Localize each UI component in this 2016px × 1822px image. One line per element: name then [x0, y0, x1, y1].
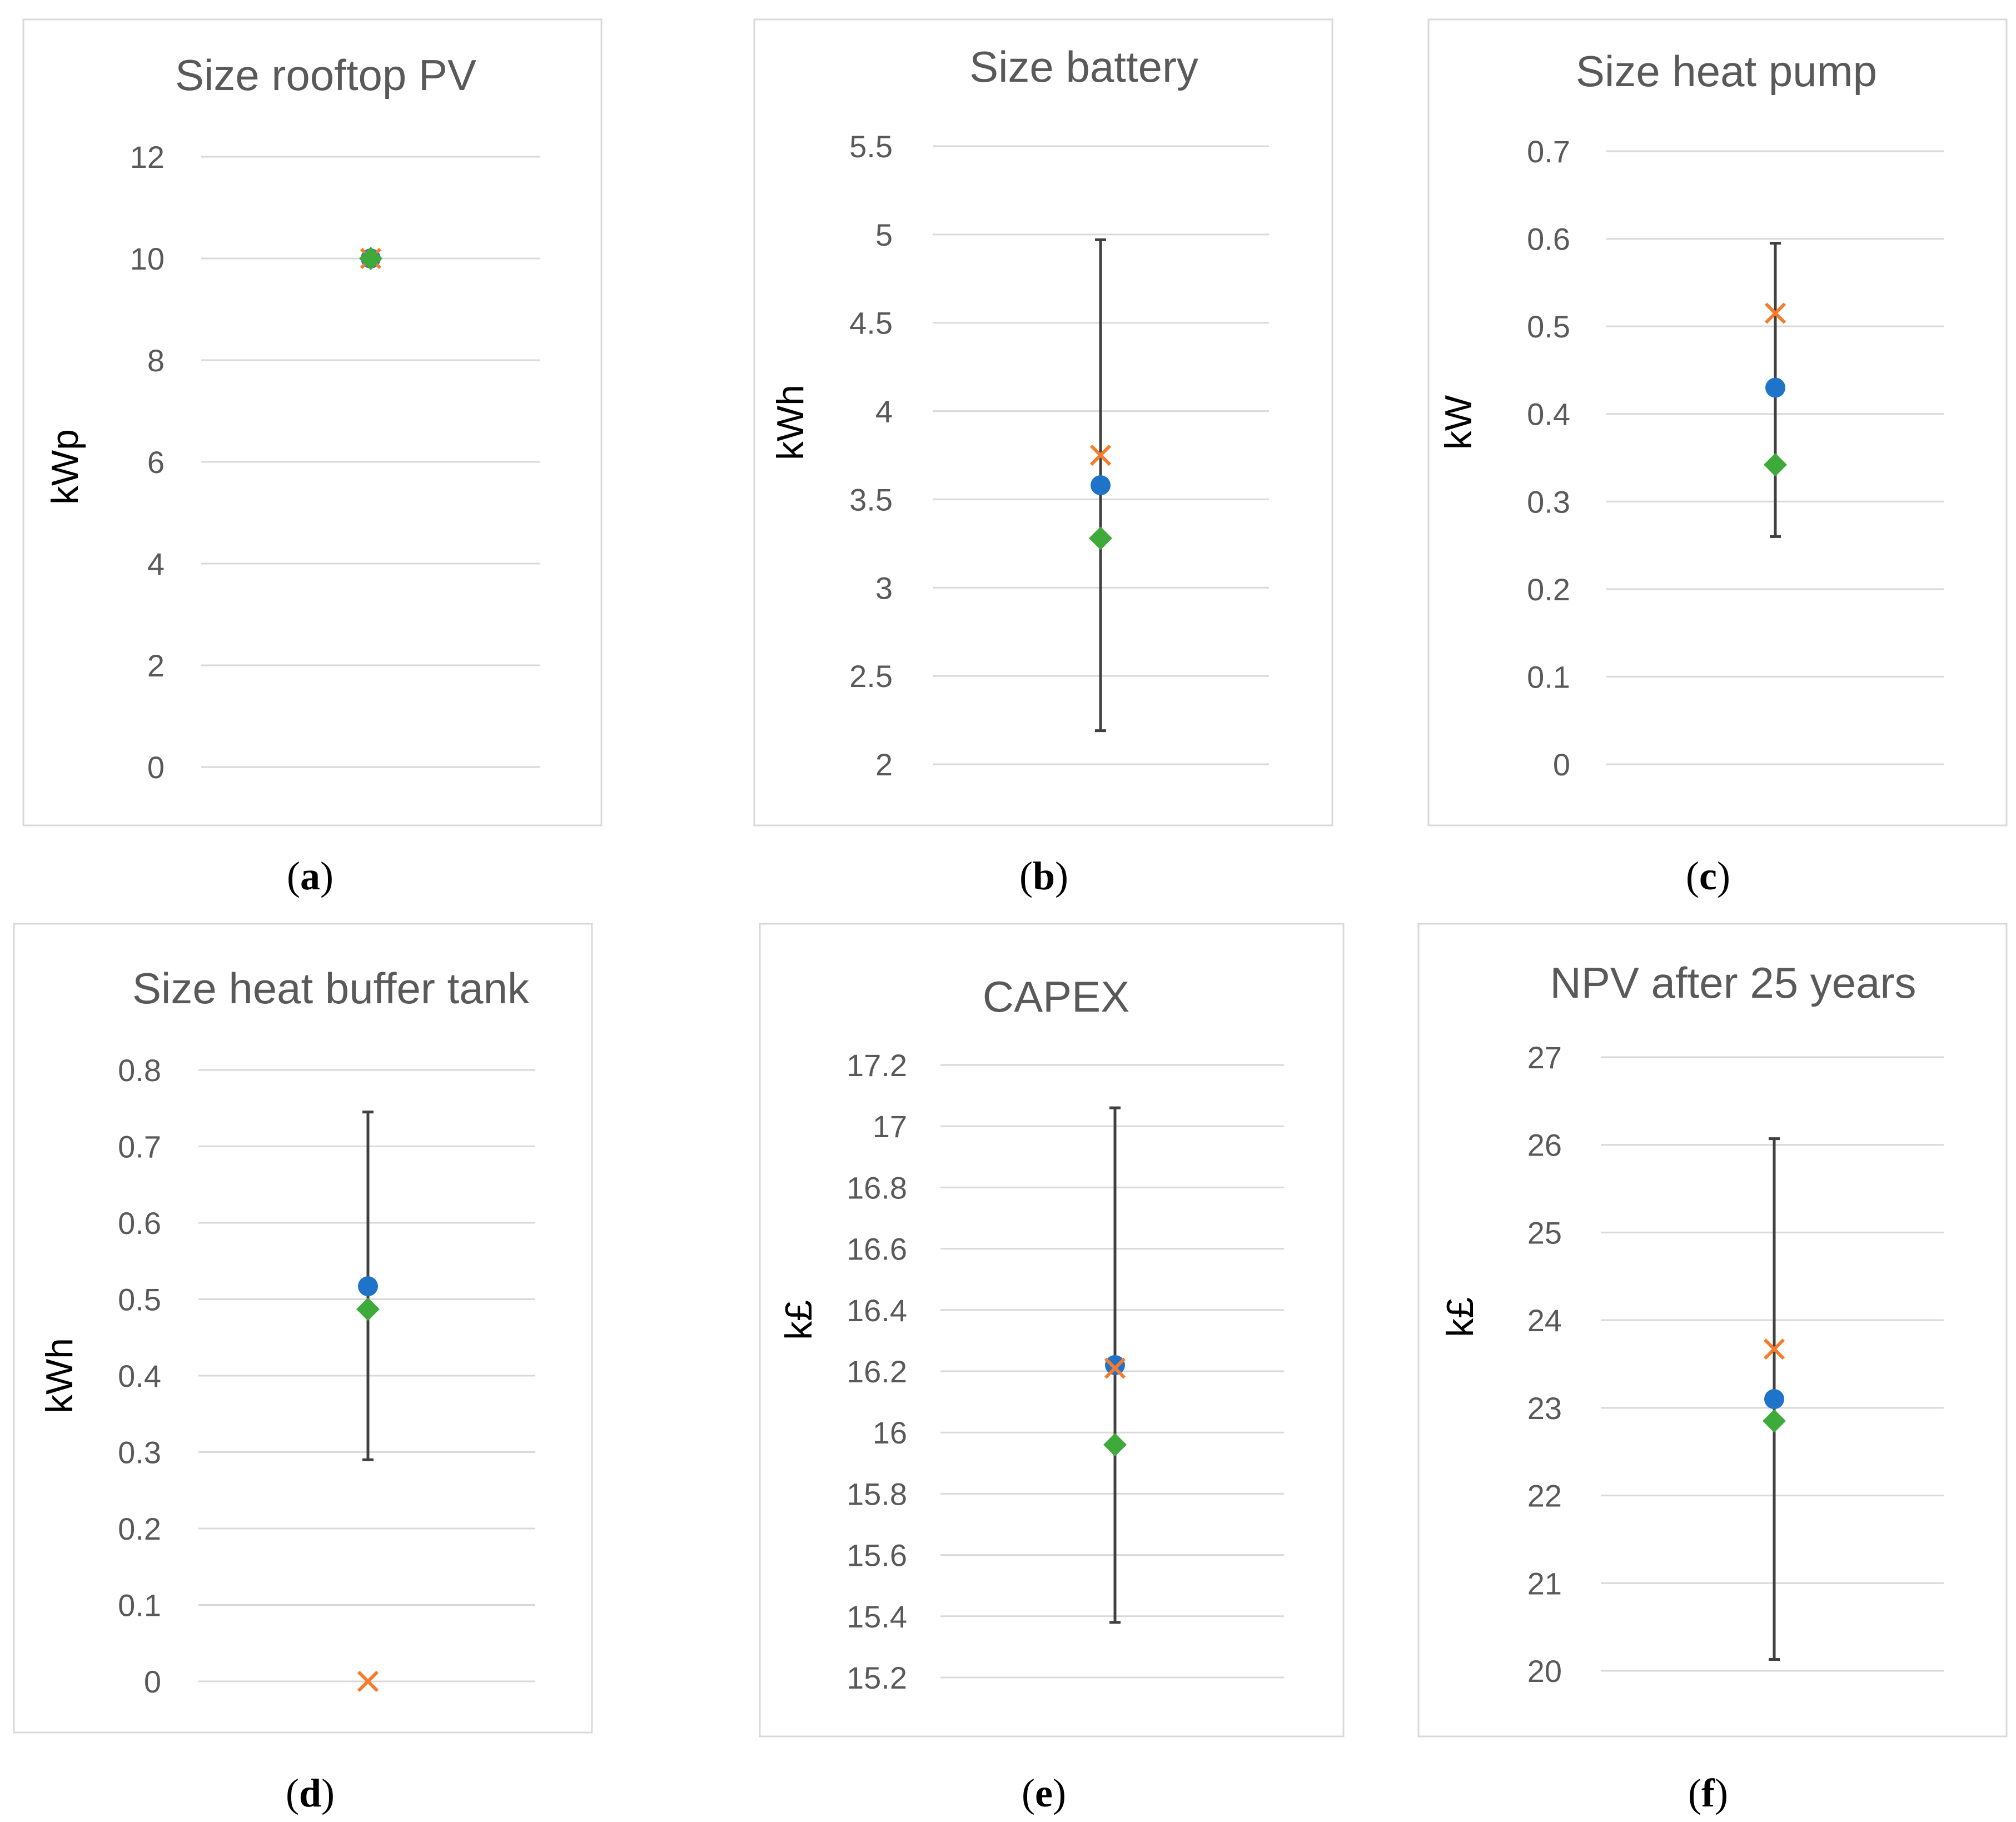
- panel-caption: (c): [1686, 854, 1730, 898]
- y-tick-label: 0.7: [118, 1129, 161, 1164]
- diamond-point: [1103, 1433, 1127, 1457]
- y-axis-label: kW: [1437, 395, 1480, 450]
- x-marker-point: [1104, 1357, 1126, 1379]
- y-tick-label: 17.2: [847, 1048, 907, 1083]
- chart-frame: [1417, 923, 2008, 1738]
- y-tick-label: 25: [1527, 1215, 1562, 1250]
- y-tick-label: 0.3: [1527, 484, 1570, 519]
- y-tick-label: 0.1: [118, 1588, 161, 1623]
- mean-point: [358, 1276, 378, 1297]
- y-tick-label: 0.6: [1527, 222, 1570, 257]
- y-tick-label: 6: [147, 445, 165, 480]
- y-tick-label: 24: [1527, 1303, 1562, 1338]
- chart-title: Size rooftop PV: [175, 51, 476, 99]
- y-axis-label: k£: [778, 1300, 820, 1340]
- y-tick-label: 0.5: [118, 1282, 161, 1317]
- y-tick-label: 0.3: [118, 1435, 161, 1470]
- y-tick-label: 26: [1527, 1128, 1562, 1163]
- y-tick-label: 2: [875, 747, 893, 782]
- y-tick-label: 10: [130, 241, 165, 276]
- y-tick-label: 4.5: [849, 306, 893, 341]
- y-tick-label: 0.6: [118, 1206, 161, 1241]
- y-tick-label: 16: [873, 1415, 907, 1450]
- y-tick-label: 3: [875, 570, 893, 605]
- y-tick-label: 17: [873, 1109, 907, 1144]
- chart-frame: [1427, 18, 2008, 827]
- diamond-point: [356, 1297, 380, 1321]
- y-tick-label: 22: [1527, 1478, 1562, 1514]
- panel-caption: (d): [286, 1771, 335, 1815]
- y-tick-label: 0: [1553, 747, 1570, 782]
- panel-caption: (e): [1022, 1771, 1066, 1815]
- y-tick-label: 0: [147, 750, 165, 785]
- y-tick-label: 0: [144, 1664, 161, 1699]
- chart-panel-e: CAPEX 15.2 15.4 15.6 15.8 16 16.2 16.4 16.6 16.8 1…: [759, 923, 1345, 1815]
- y-tick-label: 15.8: [847, 1476, 907, 1511]
- chart-title: CAPEX: [983, 972, 1129, 1021]
- y-tick-label: 0.7: [1527, 134, 1570, 169]
- y-tick-label: 0.1: [1527, 659, 1570, 694]
- chart-frame: [22, 18, 603, 827]
- y-tick-label: 16.4: [847, 1293, 907, 1328]
- chart-panel-b: Size battery 2 2.5 3 3.5 4 4.5 5 5.5 kWh (b): [753, 18, 1333, 898]
- y-axis-label: k£: [1439, 1297, 1481, 1337]
- chart-title: Size heat pump: [1576, 47, 1877, 96]
- diamond-point: [1089, 526, 1112, 550]
- y-tick-label: 15.6: [847, 1538, 907, 1573]
- mean-point: [1765, 377, 1785, 398]
- y-tick-label: 5: [875, 217, 893, 252]
- x-marker-point: [357, 1670, 379, 1692]
- chart-title: Size battery: [969, 42, 1198, 91]
- chart-panel-a: Size rooftop PV 0 2 4 6 8 10 12 kWp (a): [22, 18, 603, 898]
- y-tick-label: 20: [1527, 1654, 1562, 1689]
- y-axis-label: kWp: [44, 429, 86, 505]
- y-tick-label: 4: [875, 394, 893, 429]
- chart-panel-d: Size heat buffer tank 0 0.1 0.2 0.3 0.4 0.5 0.6…: [13, 923, 593, 1815]
- y-tick-label: 2.5: [849, 659, 893, 694]
- mean-point: [1091, 475, 1111, 496]
- x-marker-point: [1763, 1338, 1785, 1360]
- y-axis-label: kWh: [769, 385, 812, 460]
- y-tick-label: 3.5: [849, 482, 893, 517]
- panel-caption: (a): [287, 854, 333, 898]
- y-tick-label: 0.2: [118, 1511, 161, 1546]
- y-tick-label: 27: [1527, 1040, 1562, 1075]
- diamond-point: [1764, 453, 1787, 477]
- chart-panel-c: Size heat pump 0 0.1 0.2 0.3 0.4 0.5 0.6 0.7 kW (c…: [1427, 18, 2008, 898]
- chart-frame: [13, 923, 593, 1734]
- y-tick-label: 23: [1527, 1391, 1562, 1426]
- chart-title: Size heat buffer tank: [132, 964, 530, 1013]
- y-tick-label: 15.2: [847, 1660, 907, 1695]
- y-tick-label: 21: [1527, 1566, 1562, 1601]
- x-marker-point: [1764, 302, 1786, 324]
- diamond-point: [359, 247, 382, 270]
- chart-frame: [759, 923, 1345, 1738]
- y-tick-label: 16.8: [847, 1170, 907, 1205]
- y-tick-label: 16.2: [847, 1354, 907, 1389]
- y-tick-label: 0.5: [1527, 309, 1570, 344]
- y-tick-label: 0.4: [1527, 397, 1570, 432]
- chart-title: NPV after 25 years: [1550, 958, 1917, 1007]
- x-marker-point: [1089, 444, 1112, 466]
- y-tick-label: 5.5: [849, 129, 893, 164]
- y-axis-label: kWh: [38, 1338, 81, 1413]
- chart-frame: [753, 18, 1333, 827]
- diamond-point: [1763, 1409, 1786, 1433]
- mean-point: [1105, 1355, 1125, 1375]
- y-tick-label: 0.8: [118, 1053, 161, 1088]
- panel-caption: (b): [1019, 854, 1068, 898]
- y-tick-label: 16.6: [847, 1232, 907, 1267]
- y-tick-label: 2: [147, 648, 165, 683]
- y-tick-label: 12: [130, 140, 165, 175]
- y-tick-label: 15.4: [847, 1599, 907, 1634]
- y-tick-label: 0.4: [118, 1358, 161, 1393]
- y-tick-label: 0.2: [1527, 572, 1570, 607]
- y-tick-label: 4: [147, 546, 165, 581]
- chart-panel-f: NPV after 25 years 20 21 22 23 24 25 26 27 k£ (f): [1417, 923, 2008, 1815]
- mean-point: [1764, 1389, 1784, 1410]
- panel-caption: (f): [1688, 1771, 1728, 1815]
- y-tick-label: 8: [147, 343, 165, 378]
